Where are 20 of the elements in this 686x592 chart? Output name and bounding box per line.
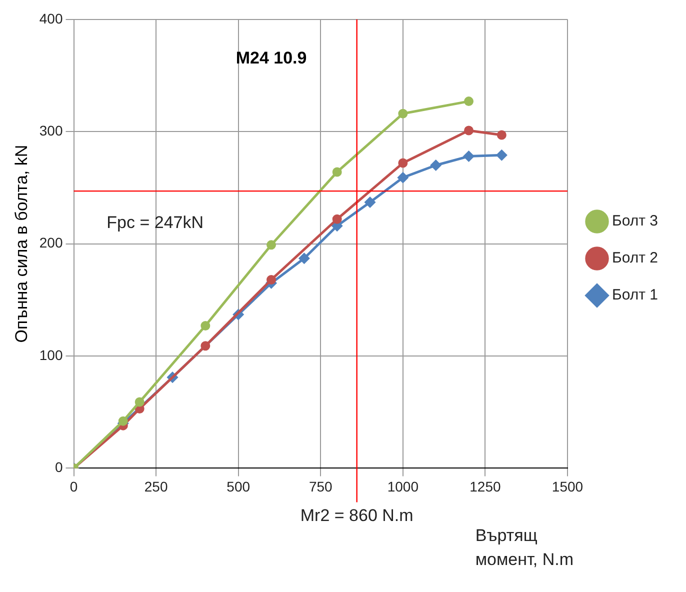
x-tick-label: 1500	[552, 478, 584, 494]
ref-line-label: Mr2 = 860 N.m	[300, 506, 414, 525]
x-tick-label: 1000	[387, 478, 419, 494]
x-tick-label: 750	[308, 478, 333, 494]
y-tick-label: 100	[39, 346, 63, 363]
y-tick-label: 200	[39, 234, 63, 251]
text: M24 10.9	[236, 48, 307, 68]
y-tick-label: 300	[39, 122, 63, 138]
x-tick-label: 250	[144, 478, 168, 494]
ref-line-label: Fpc = 247kN	[106, 212, 204, 232]
x-tick-label: 0	[70, 478, 78, 494]
legend-label: Болт 3	[612, 212, 658, 230]
y-axis-title: Опънна сила в болта, kN	[12, 144, 31, 343]
legend-label: Болт 2	[612, 250, 658, 267]
x-axis-title: Въртящ момент, N.m	[475, 526, 574, 569]
x-tick-label: 1250	[470, 478, 501, 494]
legend-label: Болт 1	[612, 286, 658, 304]
x-tick-label: 500	[226, 478, 250, 494]
y-tick-label: 0	[54, 459, 63, 476]
y-tick-label: 400	[39, 10, 63, 26]
